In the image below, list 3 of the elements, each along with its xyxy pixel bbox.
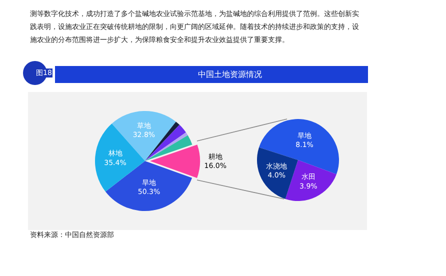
pie-slice [257, 147, 298, 199]
pie-slice [285, 160, 336, 201]
chart-title: 中国土地资源情况 [198, 70, 262, 79]
